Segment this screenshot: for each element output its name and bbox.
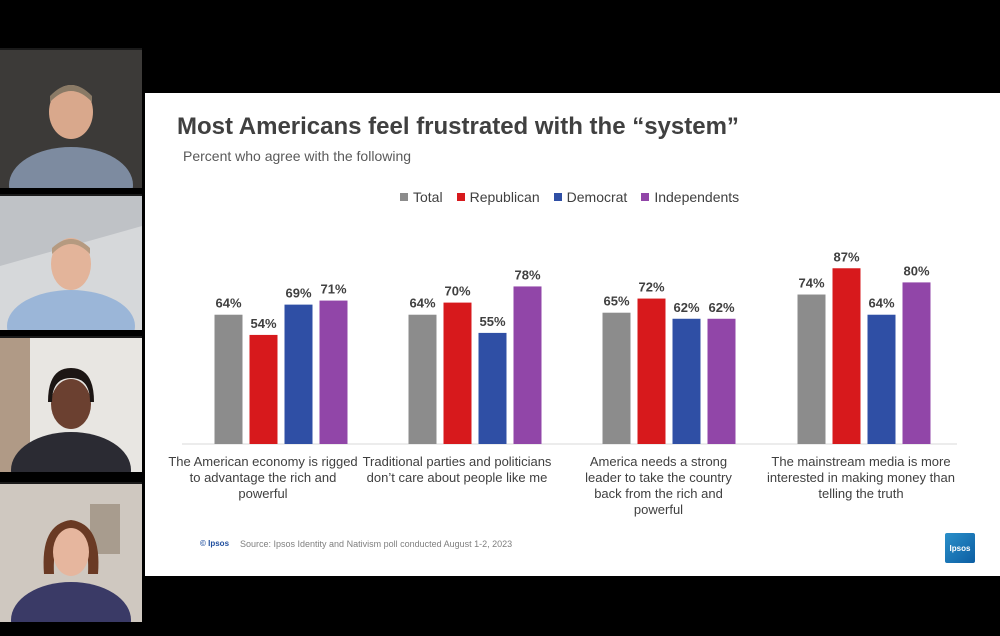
data-label-republican-2: 70% (444, 284, 470, 299)
bar-independents-2 (513, 286, 542, 444)
bar-republican-1 (249, 334, 278, 444)
bar-independents-1 (319, 300, 348, 444)
legend-label-republican: Republican (469, 189, 540, 205)
data-label-independents-3: 62% (708, 300, 734, 315)
data-label-total-1: 64% (215, 296, 241, 311)
bar-total-1 (214, 314, 243, 444)
legend-item-republican: Republican (456, 189, 540, 205)
bar-republican-4 (832, 268, 861, 444)
legend-swatch-independents (641, 193, 650, 201)
presentation-slide: Most Americans feel frustrated with the … (145, 93, 1000, 576)
video-tile-1[interactable] (0, 48, 142, 188)
bar-democrat-1 (284, 304, 313, 444)
data-label-independents-2: 78% (514, 267, 540, 282)
participant-video-1 (0, 50, 142, 188)
source-note: Source: Ipsos Identity and Nativism poll… (240, 539, 513, 549)
data-label-independents-4: 80% (903, 263, 929, 278)
legend-item-democrat: Democrat (553, 189, 628, 205)
data-label-republican-1: 54% (250, 316, 276, 331)
legend-swatch-republican (456, 193, 465, 201)
legend-label-democrat: Democrat (566, 189, 628, 205)
category-label-2: Traditional parties and politicians don’… (362, 454, 552, 485)
video-tile-4[interactable] (0, 482, 142, 622)
data-label-democrat-1: 69% (285, 286, 311, 301)
legend-item-total: Total (400, 189, 443, 205)
data-label-democrat-2: 55% (479, 314, 505, 329)
category-label-4: The mainstream media is more interested … (767, 454, 955, 501)
bar-total-2 (408, 314, 437, 444)
data-label-independents-1: 71% (320, 282, 346, 297)
bar-independents-4 (902, 282, 931, 444)
bar-total-3 (602, 312, 631, 444)
bar-total-4 (797, 294, 826, 444)
legend-label-total: Total (413, 189, 443, 205)
participant-video-4 (0, 484, 142, 622)
chart-legend: Total Republican Democrat Independents (400, 189, 739, 205)
bar-democrat-3 (672, 318, 701, 444)
bar-republican-2 (443, 302, 472, 444)
data-label-total-2: 64% (409, 296, 435, 311)
video-tile-2[interactable] (0, 194, 142, 330)
legend-item-independents: Independents (641, 189, 739, 205)
data-label-democrat-4: 64% (868, 296, 894, 311)
participant-video-2 (0, 196, 142, 330)
data-label-republican-3: 72% (638, 280, 664, 295)
bar-independents-3 (707, 318, 736, 444)
bar-democrat-2 (478, 332, 507, 444)
bar-republican-3 (637, 298, 666, 444)
bar-chart: 64% 54% 69% 71% 64% 70% 55% 78% 65% 72% 62% 62% 74% 8… (182, 249, 957, 445)
bar-democrat-4 (867, 314, 896, 444)
slide-subtitle: Percent who agree with the following (183, 148, 412, 164)
data-label-total-3: 65% (603, 294, 629, 309)
ipsos-logo: Ipsos (945, 533, 975, 563)
participant-video-3 (0, 338, 142, 472)
legend-label-independents: Independents (654, 189, 740, 205)
legend-swatch-total (400, 193, 408, 201)
video-tile-3[interactable] (0, 336, 142, 472)
legend-swatch-democrat (553, 193, 562, 201)
category-label-1: The American economy is rigged to advant… (168, 454, 358, 501)
ipsos-copyright: © Ipsos (200, 539, 230, 548)
data-label-republican-4: 87% (833, 249, 859, 264)
data-label-total-4: 74% (798, 276, 824, 291)
data-label-democrat-3: 62% (673, 300, 699, 315)
category-label-3: America needs a strong leader to take th… (585, 454, 732, 517)
slide-title: Most Americans feel frustrated with the … (177, 113, 739, 140)
